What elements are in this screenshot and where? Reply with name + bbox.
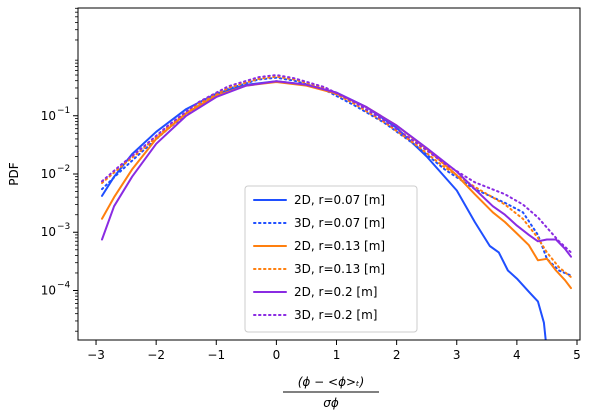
x-tick-label: −2 <box>147 348 165 362</box>
y-tick-label: 10 <box>41 109 56 123</box>
x-tick-label: −1 <box>207 348 225 362</box>
legend-box <box>244 185 418 333</box>
y-tick-label: 10 <box>41 225 56 239</box>
y-tick-label: 10 <box>41 283 56 297</box>
legend-label: 3D, r=0.13 [m] <box>294 262 385 276</box>
legend-label: 2D, r=0.07 [m] <box>294 193 385 207</box>
x-axis: −3 −2 −1 0 1 2 3 4 5 <box>87 340 581 362</box>
x-axis-label-numerator: (ϕ − <ϕ>ₜ) <box>298 375 365 389</box>
x-tick-label: 3 <box>453 348 461 362</box>
y-tick-exponent: −2 <box>57 164 70 174</box>
x-tick-label: 4 <box>513 348 521 362</box>
series-line-1 <box>101 80 547 340</box>
x-tick-label: 2 <box>393 348 401 362</box>
legend-label: 3D, r=0.07 [m] <box>294 216 385 230</box>
x-tick-label: 5 <box>573 348 581 362</box>
y-axis-label: PDF <box>7 162 21 185</box>
x-tick-label: 0 <box>273 348 281 362</box>
y-tick-exponent: −4 <box>57 280 71 290</box>
series-layer <box>101 74 572 340</box>
x-axis-label-denominator: σϕ <box>323 396 339 410</box>
y-tick-label: 10 <box>41 167 56 181</box>
series-line-4 <box>101 75 572 279</box>
series-line-5 <box>101 80 572 258</box>
x-tick-label: −3 <box>87 348 105 362</box>
legend-label: 2D, r=0.2 [m] <box>294 285 377 299</box>
legend: 2D, r=0.07 [m] 3D, r=0.07 [m] 2D, r=0.13 [… <box>244 185 418 333</box>
y-tick-exponent: −1 <box>57 106 70 116</box>
x-tick-label: 1 <box>333 348 341 362</box>
y-tick-exponent: −3 <box>57 222 70 232</box>
legend-label: 3D, r=0.2 [m] <box>294 308 377 322</box>
y-axis: 10−410−310−210−1 <box>41 7 78 332</box>
series-line-6 <box>101 74 572 254</box>
legend-label: 2D, r=0.13 [m] <box>294 239 385 253</box>
x-axis-label: (ϕ − <ϕ>ₜ) σϕ <box>283 375 379 410</box>
